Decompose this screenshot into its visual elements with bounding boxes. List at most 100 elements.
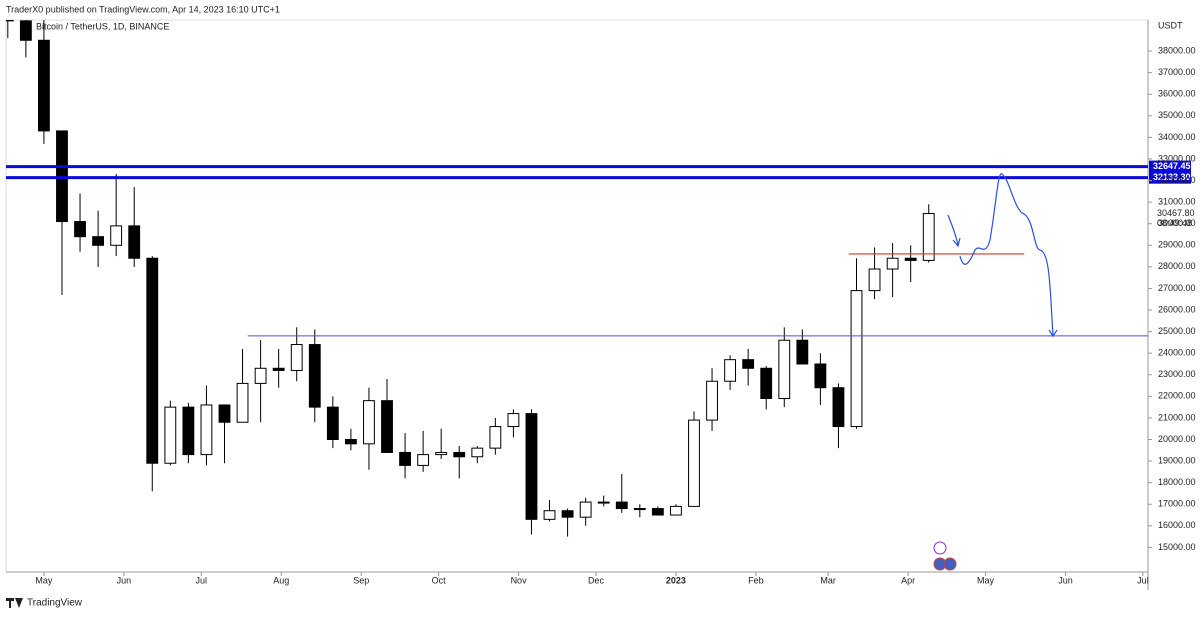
- x-tick-label: 2023: [666, 575, 686, 585]
- countdown: 08:49:48: [1157, 218, 1192, 228]
- y-tick-label: 32000.00: [1158, 175, 1196, 185]
- y-tick-label: 28000.00: [1158, 261, 1196, 271]
- candle-body: [110, 225, 123, 246]
- candle-body: [579, 501, 592, 518]
- price-label: 32133.30: [1153, 172, 1191, 182]
- x-tick-label: Apr: [901, 575, 915, 585]
- y-tick-label: 36000.00: [1158, 89, 1196, 99]
- candles: [6, 20, 935, 537]
- candle-body: [363, 400, 375, 445]
- y-tick-label: 26000.00: [1158, 304, 1196, 314]
- x-tick-label: May: [977, 575, 995, 585]
- candle-body: [651, 508, 664, 516]
- candle-body: [796, 339, 809, 365]
- candle-body: [435, 451, 448, 456]
- candle-body: [272, 367, 285, 371]
- x-tick-label: Jun: [1058, 575, 1073, 585]
- candle-body: [778, 339, 791, 400]
- candle-body: [525, 413, 538, 520]
- y-tick-label: 21000.00: [1158, 412, 1196, 422]
- candle-body: [904, 257, 917, 261]
- candle-body: [814, 363, 827, 389]
- candle-body: [507, 413, 520, 428]
- x-tick-label: Dec: [588, 575, 605, 585]
- candle-body: [471, 447, 484, 458]
- candle-body: [200, 404, 213, 456]
- candle-body: [850, 290, 863, 428]
- y-tick-label: 17000.00: [1158, 499, 1196, 509]
- y-tick-label: 22000.00: [1158, 391, 1196, 401]
- candle-body: [254, 367, 267, 384]
- candle-body: [760, 367, 773, 400]
- price-label: 32647.45: [1153, 161, 1191, 171]
- event-icon: [933, 541, 947, 555]
- candle-body: [146, 257, 159, 464]
- candle-body: [326, 406, 339, 441]
- candle-body: [344, 439, 357, 445]
- y-tick-label: 37000.00: [1158, 67, 1196, 77]
- candle-body: [19, 20, 32, 41]
- x-tick-label: Sep: [353, 575, 369, 585]
- candle-body: [688, 419, 700, 507]
- x-tick-label: Feb: [748, 575, 764, 585]
- x-tick-label: Mar: [820, 575, 836, 585]
- hand-arrow: [947, 214, 961, 248]
- y-tick-label: 16000.00: [1158, 520, 1196, 530]
- candle-body: [381, 400, 393, 453]
- y-tick-label: 29000.00: [1158, 240, 1196, 250]
- y-unit: USDT: [1158, 20, 1183, 30]
- candle-body: [6, 20, 14, 22]
- y-tick-label: 31000.00: [1158, 197, 1196, 207]
- x-tick-label: Aug: [273, 575, 289, 585]
- candle-body: [597, 501, 610, 504]
- y-tick-label: 24000.00: [1158, 348, 1196, 358]
- x-tick-label: May: [35, 575, 53, 585]
- logo: [6, 598, 23, 608]
- y-tick-label: 18000.00: [1158, 477, 1196, 487]
- candle-body: [164, 406, 177, 464]
- y-tick-label: 35000.00: [1158, 110, 1196, 120]
- last-price: 30467.80: [1157, 208, 1195, 218]
- y-tick-label: 19000.00: [1158, 455, 1196, 465]
- candle-body: [742, 359, 755, 369]
- candle-body: [290, 344, 303, 371]
- y-tick-label: 15000.00: [1158, 542, 1196, 552]
- candle-body: [38, 39, 50, 132]
- price-label-box: [1149, 160, 1191, 173]
- candle-body: [182, 406, 195, 456]
- hand-projection: [959, 173, 1058, 338]
- candle-body: [543, 510, 556, 520]
- y-tick-label: 30000.00: [1158, 218, 1196, 228]
- x-tick-label: Jul: [1137, 575, 1149, 585]
- candle-body: [670, 505, 682, 516]
- candle-body: [236, 382, 249, 423]
- y-tick-label: 25000.00: [1158, 326, 1196, 336]
- x-tick-label: Jul: [196, 575, 208, 585]
- y-tick-label: 38000.00: [1158, 45, 1196, 55]
- x-tick-label: Nov: [511, 575, 528, 585]
- x-tick-label: Oct: [432, 575, 447, 585]
- x-tick-label: Jun: [117, 575, 132, 585]
- candle-body: [832, 387, 845, 428]
- candle-body: [128, 225, 141, 259]
- header: TraderX0 published on TradingView.com, A…: [6, 4, 280, 14]
- candle-body: [886, 257, 899, 270]
- candle-body: [218, 404, 231, 423]
- price-label-box: [1149, 171, 1191, 184]
- candle-body: [561, 510, 574, 518]
- candle-body: [417, 454, 430, 466]
- y-tick-label: 23000.00: [1158, 369, 1196, 379]
- event-flag: [943, 557, 957, 571]
- y-tick-label: 27000.00: [1158, 283, 1196, 293]
- candle-body: [92, 236, 105, 246]
- candle-body: [868, 268, 881, 292]
- y-tick-label: 34000.00: [1158, 132, 1196, 142]
- candle-body: [706, 380, 718, 421]
- candle-body: [308, 344, 321, 408]
- footer: TradingView: [27, 598, 83, 609]
- chart-title: Bitcoin / TetherUS, 1D, BINANCE: [36, 21, 169, 31]
- candle-body: [453, 451, 466, 458]
